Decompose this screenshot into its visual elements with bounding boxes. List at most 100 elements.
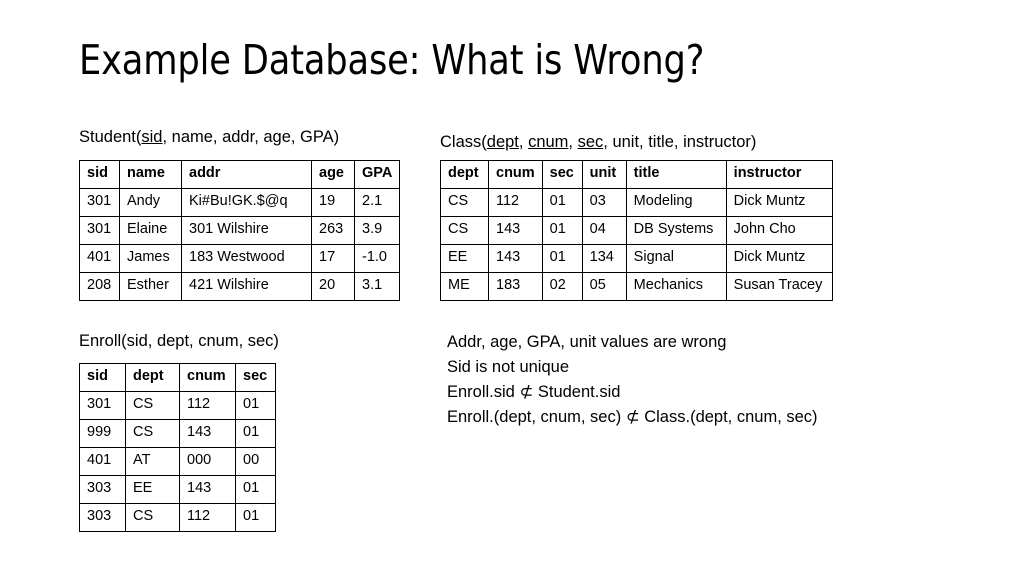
enroll-cell: 401: [79, 447, 126, 476]
student-cell: 19: [311, 188, 355, 217]
table-row: 301 CS 112 01: [79, 391, 276, 420]
note-line: Enroll.(dept, cnum, sec) ⊄ Class.(dept, …: [447, 408, 818, 426]
student-cell: 17: [311, 244, 355, 273]
student-col-gpa: GPA: [353, 160, 401, 189]
class-cell: 143: [488, 216, 543, 245]
class-cell: Susan Tracey: [725, 272, 833, 301]
class-col-instructor: instructor: [725, 160, 833, 189]
class-col-sec: sec: [541, 160, 583, 189]
student-cell: Elaine: [119, 216, 182, 245]
table-row: CS 112 01 03 Modeling Dick Muntz: [440, 188, 833, 217]
student-table: sid name addr age GPA 301 Andy Ki#Bu!GK.…: [79, 160, 401, 301]
class-cell: 01: [541, 244, 583, 273]
class-schema-suffix: , unit, title, instructor): [603, 133, 757, 151]
enroll-cell: 01: [235, 475, 276, 504]
class-cell: 112: [488, 188, 543, 217]
enroll-cell: AT: [125, 447, 180, 476]
enroll-col-sid: sid: [79, 363, 126, 392]
class-cell: 01: [541, 216, 583, 245]
student-cell: 263: [311, 216, 355, 245]
class-cell: 03: [581, 188, 627, 217]
enroll-col-cnum: cnum: [179, 363, 236, 392]
class-schema-primary-key-sec: sec: [577, 133, 604, 151]
class-col-title: title: [625, 160, 727, 189]
student-cell: 2.1: [353, 188, 401, 217]
class-col-dept: dept: [440, 160, 489, 189]
enroll-cell: 143: [179, 475, 236, 504]
problem-notes-list: Addr, age, GPA, unit values are wrong Si…: [447, 330, 967, 430]
student-cell: Esther: [119, 272, 182, 301]
class-schema-prefix: Class(: [440, 133, 487, 151]
student-cell: 301: [79, 188, 120, 217]
class-cell: CS: [440, 216, 489, 245]
table-row: 401 James 183 Westwood 17 -1.0: [79, 244, 401, 273]
student-cell: 208: [79, 272, 120, 301]
table-row: 999 CS 143 01: [79, 419, 276, 448]
class-schema-primary-key-cnum: cnum: [528, 133, 569, 151]
class-cell: Mechanics: [625, 272, 727, 301]
student-schema-suffix: , name, addr, age, GPA): [162, 128, 340, 146]
class-col-cnum: cnum: [488, 160, 543, 189]
page-title: Example Database: What is Wrong?: [79, 36, 705, 84]
class-cell: CS: [440, 188, 489, 217]
class-cell: Dick Muntz: [725, 188, 833, 217]
student-cell: 183 Westwood: [181, 244, 312, 273]
enroll-cell: 01: [235, 503, 276, 532]
class-cell: Modeling: [625, 188, 727, 217]
table-row: EE 143 01 134 Signal Dick Muntz: [440, 244, 833, 273]
enroll-col-dept: dept: [125, 363, 180, 392]
enroll-cell: 000: [179, 447, 236, 476]
table-row: 208 Esther 421 Wilshire 20 3.1: [79, 272, 401, 301]
enroll-cell: CS: [125, 503, 180, 532]
class-table-header-row: dept cnum sec unit title instructor: [440, 160, 833, 189]
student-cell: Ki#Bu!GK.$@q: [181, 188, 312, 217]
enroll-cell: 143: [179, 419, 236, 448]
class-cell: 134: [581, 244, 627, 273]
student-col-age: age: [311, 160, 355, 189]
class-cell: 143: [488, 244, 543, 273]
student-cell: 421 Wilshire: [181, 272, 312, 301]
class-schema-label: Class(dept, cnum, sec, unit, title, inst…: [440, 131, 756, 153]
class-cell: ME: [440, 272, 489, 301]
table-row: 303 EE 143 01: [79, 475, 276, 504]
class-cell: 01: [541, 188, 583, 217]
class-cell: 02: [541, 272, 583, 301]
class-cell: DB Systems: [625, 216, 727, 245]
student-cell: Andy: [119, 188, 182, 217]
student-schema-primary-key: sid: [141, 128, 163, 146]
enroll-cell: 112: [179, 391, 236, 420]
class-table: dept cnum sec unit title instructor CS 1…: [440, 160, 833, 301]
note-line: Enroll.sid ⊄ Student.sid: [447, 383, 621, 401]
class-schema-sep: ,: [518, 133, 529, 151]
enroll-table: sid dept cnum sec 301 CS 112 01 999 CS 1…: [79, 363, 276, 532]
student-cell: 401: [79, 244, 120, 273]
enroll-cell: 301: [79, 391, 126, 420]
note-line: Addr, age, GPA, unit values are wrong: [447, 333, 727, 351]
table-row: 301 Andy Ki#Bu!GK.$@q 19 2.1: [79, 188, 401, 217]
table-row: CS 143 01 04 DB Systems John Cho: [440, 216, 833, 245]
class-schema-sep: ,: [568, 133, 578, 151]
class-cell: 04: [581, 216, 627, 245]
class-cell: John Cho: [725, 216, 833, 245]
enroll-table-header-row: sid dept cnum sec: [79, 363, 276, 392]
enroll-cell: 112: [179, 503, 236, 532]
enroll-cell: EE: [125, 475, 180, 504]
enroll-cell: 01: [235, 419, 276, 448]
class-cell: EE: [440, 244, 489, 273]
class-cell: 05: [581, 272, 627, 301]
student-col-addr: addr: [181, 160, 312, 189]
student-schema-label: Student(sid, name, addr, age, GPA): [79, 126, 339, 148]
class-schema-primary-key-dept: dept: [486, 133, 519, 151]
student-cell: 301: [79, 216, 120, 245]
student-cell: James: [119, 244, 182, 273]
enroll-cell: 999: [79, 419, 126, 448]
student-cell: 301 Wilshire: [181, 216, 312, 245]
class-cell: 183: [488, 272, 543, 301]
table-row: 301 Elaine 301 Wilshire 263 3.9: [79, 216, 401, 245]
class-cell: Signal: [625, 244, 727, 273]
student-cell: -1.0: [353, 244, 401, 273]
table-row: ME 183 02 05 Mechanics Susan Tracey: [440, 272, 833, 301]
class-cell: Dick Muntz: [725, 244, 833, 273]
student-col-name: name: [119, 160, 182, 189]
